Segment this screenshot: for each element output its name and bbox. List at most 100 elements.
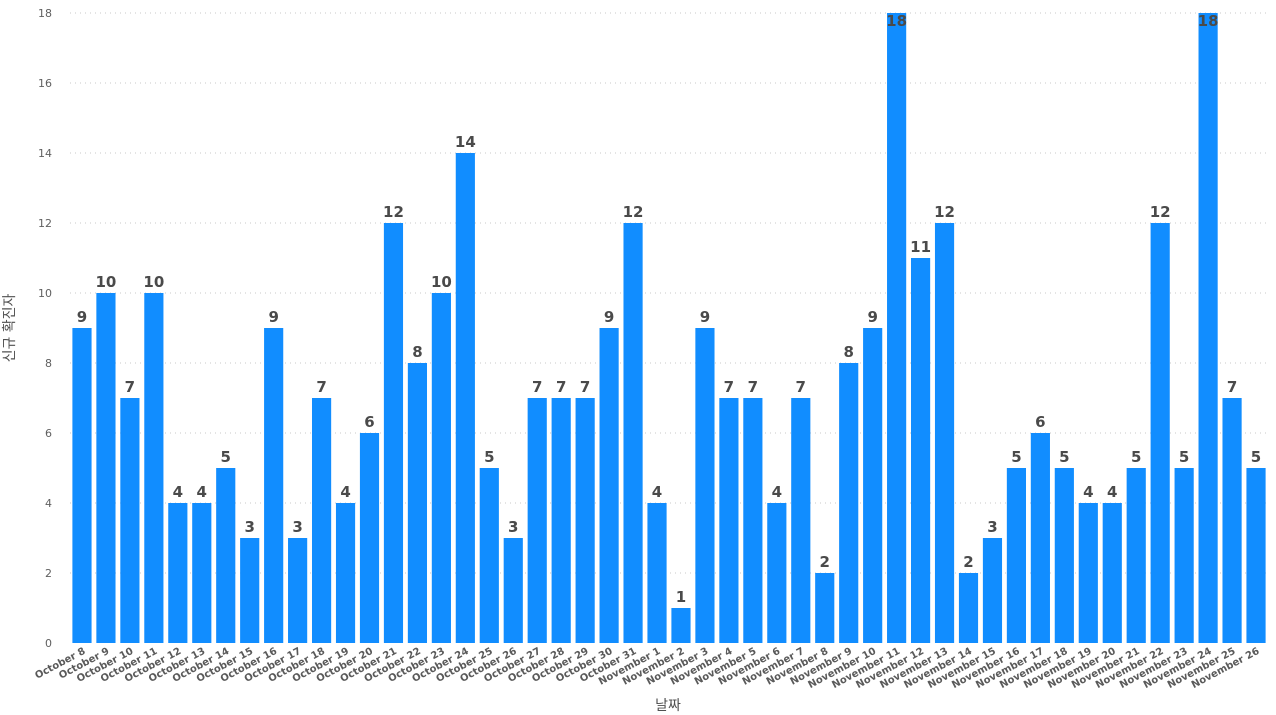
data-label: 3 [508,518,518,536]
bar[interactable] [1006,468,1027,643]
bar[interactable] [96,293,116,643]
data-label: 5 [1059,448,1069,466]
data-label: 4 [772,483,782,501]
bar[interactable] [1222,398,1242,643]
data-label: 12 [623,203,644,221]
bar[interactable] [264,328,284,643]
bar[interactable] [120,398,140,643]
bar[interactable] [599,328,619,643]
bar[interactable] [1246,468,1266,643]
data-label: 1 [676,588,686,606]
bar[interactable] [335,503,356,643]
bar[interactable] [647,503,667,643]
bar[interactable] [575,398,595,643]
bar[interactable] [671,608,691,643]
bar[interactable] [695,328,715,643]
data-label: 5 [1251,448,1261,466]
bar[interactable] [623,223,643,643]
data-label: 9 [268,308,278,326]
bar[interactable] [479,468,499,643]
bar[interactable] [216,468,236,643]
bar[interactable] [839,363,859,643]
bar[interactable] [863,328,883,643]
data-label: 9 [77,308,87,326]
bar[interactable] [1078,503,1098,643]
y-axis-title: 신규 확진자 [2,293,18,362]
bar[interactable] [791,398,811,643]
bar[interactable] [1030,433,1050,643]
bar[interactable] [1198,13,1218,643]
data-label: 5 [1179,448,1189,466]
bar[interactable] [743,398,763,643]
bar[interactable] [383,223,404,643]
data-label: 4 [340,483,350,501]
y-tick-label: 4 [45,497,52,510]
data-label: 14 [455,133,476,151]
bar[interactable] [910,258,931,643]
data-label: 7 [748,378,758,396]
data-label: 4 [1083,483,1093,501]
data-label: 12 [934,203,955,221]
bar[interactable] [934,223,955,643]
bar[interactable] [144,293,164,643]
bar[interactable] [551,398,571,643]
data-label: 4 [1107,483,1117,501]
bar[interactable] [455,153,475,643]
y-tick-label: 10 [38,287,52,300]
y-tick-label: 2 [45,567,52,580]
data-label: 4 [652,483,662,501]
bar[interactable] [359,433,380,643]
bar[interactable] [887,13,907,643]
bar[interactable] [982,538,1003,643]
x-axis-title: 날짜 [655,698,681,714]
bar[interactable] [815,573,835,643]
bar[interactable] [1126,468,1146,643]
bar[interactable] [1054,468,1074,643]
bar[interactable] [503,538,523,643]
data-label: 7 [580,378,590,396]
data-label: 8 [843,343,853,361]
data-label: 4 [197,483,207,501]
y-tick-label: 8 [45,357,52,370]
bar[interactable] [192,503,212,643]
data-label: 12 [1150,203,1171,221]
data-label: 7 [796,378,806,396]
data-label: 5 [1131,448,1141,466]
data-label: 9 [700,308,710,326]
y-tick-label: 0 [45,637,52,650]
bar[interactable] [1150,223,1170,643]
bar[interactable] [1102,503,1122,643]
y-tick-label: 16 [38,77,52,90]
data-label: 7 [316,378,326,396]
data-label: 18 [1198,12,1219,30]
bar[interactable] [958,573,979,643]
y-tick-label: 12 [38,217,52,230]
bar[interactable] [431,293,451,643]
data-label: 6 [364,413,374,431]
data-label: 5 [484,448,494,466]
data-label: 7 [556,378,566,396]
bar[interactable] [527,398,547,643]
bar[interactable] [240,538,260,643]
bar[interactable] [719,398,739,643]
bar[interactable] [168,503,188,643]
data-label: 5 [1011,448,1021,466]
data-label: 3 [987,518,997,536]
bar[interactable] [72,328,92,643]
bar[interactable] [767,503,787,643]
bar[interactable] [1174,468,1194,643]
data-label: 9 [867,308,877,326]
bar[interactable] [311,398,332,643]
data-label: 4 [173,483,183,501]
data-label: 7 [724,378,734,396]
data-label: 6 [1035,413,1045,431]
data-label: 10 [431,273,452,291]
bar[interactable] [288,538,308,643]
bar[interactable] [407,363,428,643]
bars [72,13,1266,643]
data-label: 2 [820,553,830,571]
